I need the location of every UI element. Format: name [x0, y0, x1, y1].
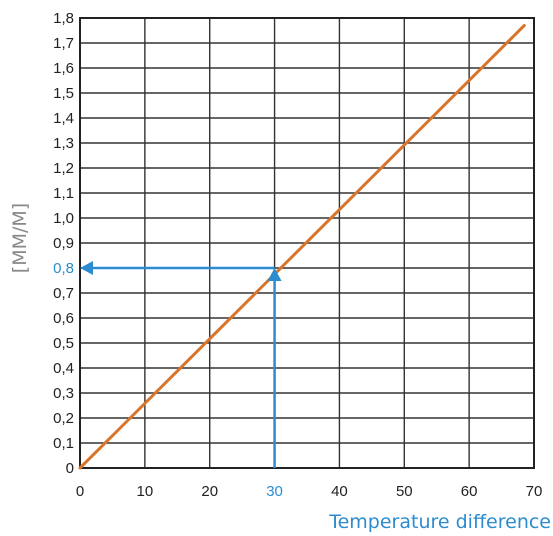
y-tick-label: 1,2 — [53, 160, 74, 177]
x-tick-labels: 0 10 20 30 40 50 60 70 — [76, 483, 543, 500]
x-tick-label: 40 — [331, 483, 348, 500]
y-tick-label: 0 — [66, 460, 74, 477]
x-tick-label: 60 — [461, 483, 478, 500]
y-tick-label: 0,3 — [53, 385, 74, 402]
series-line — [78, 24, 526, 470]
x-tick-label: 50 — [396, 483, 413, 500]
y-tick-label: 0,1 — [53, 435, 74, 452]
y-tick-label: 1,5 — [53, 85, 74, 102]
y-tick-label: 1,7 — [53, 35, 74, 52]
y-tick-label: 0,6 — [53, 310, 74, 327]
series — [78, 24, 526, 470]
plot-border — [79, 17, 535, 469]
x-tick-label: 20 — [201, 483, 218, 500]
y-tick-label: 0,7 — [53, 285, 74, 302]
x-tick-label: 30 — [266, 483, 283, 500]
y-tick-label: 0,5 — [53, 335, 74, 352]
y-tick-label: 0,4 — [53, 360, 74, 377]
y-tick-label: 0,2 — [53, 410, 74, 427]
y-tick-label: 1,1 — [53, 185, 74, 202]
y-tick-label: 1,4 — [53, 110, 74, 127]
x-tick-label: 70 — [526, 483, 543, 500]
y-tick-label: 0,8 — [53, 260, 74, 277]
arrow-left-icon — [80, 261, 93, 275]
y-tick-label: 1,0 — [53, 210, 74, 227]
y-tick-label: 0,9 — [53, 235, 74, 252]
y-tick-label: 1,3 — [53, 135, 74, 152]
arrow-up-icon — [267, 268, 282, 281]
x-tick-label: 0 — [76, 483, 84, 500]
annotation — [80, 261, 282, 468]
y-tick-labels: 0 0,1 0,2 0,3 0,4 0,5 0,6 0,7 0,8 0,9 1,0 1,1 1,2 1,3… — [53, 10, 74, 477]
x-tick-label: 10 — [137, 483, 154, 500]
x-axis-label: Temperature difference — [328, 511, 551, 533]
y-axis-label: [MM/M] — [9, 203, 31, 273]
y-tick-label: 1,6 — [53, 60, 74, 77]
y-tick-label: 1,8 — [53, 10, 74, 27]
